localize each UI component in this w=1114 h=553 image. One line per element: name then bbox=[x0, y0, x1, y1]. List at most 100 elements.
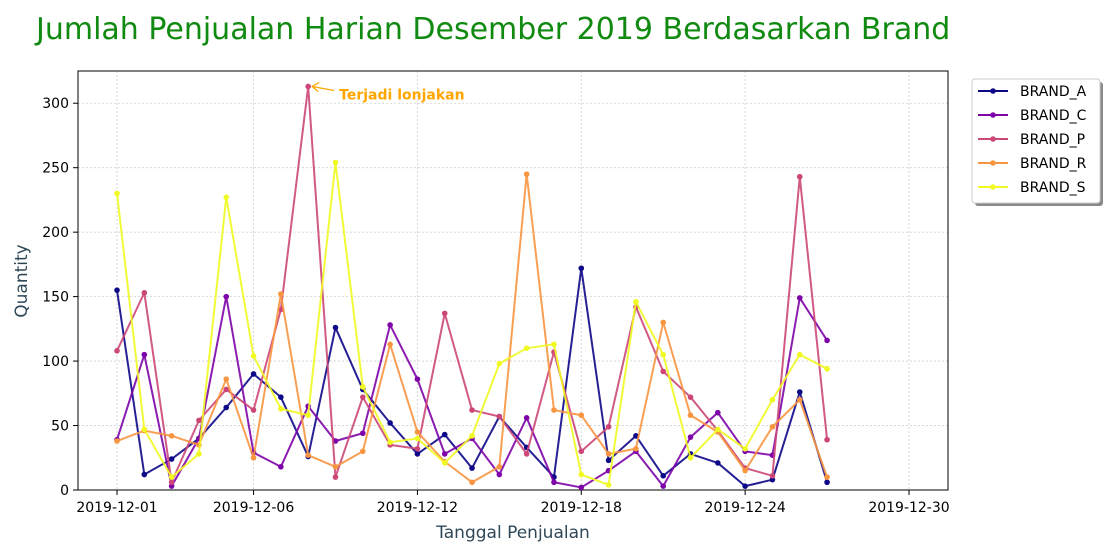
annotation-label: Terjadi lonjakan bbox=[339, 87, 464, 103]
y-tick-label: 200 bbox=[42, 225, 69, 241]
annotation-arrowhead bbox=[311, 81, 320, 92]
data-point-brand-r bbox=[223, 376, 230, 382]
data-point-brand-r bbox=[414, 429, 421, 435]
data-point-brand-a bbox=[742, 483, 748, 489]
data-point-brand-a bbox=[114, 287, 120, 293]
data-point-brand-r bbox=[469, 479, 475, 486]
data-point-brand-r bbox=[824, 474, 830, 480]
data-point-brand-c bbox=[441, 451, 448, 457]
data-point-brand-r bbox=[605, 451, 612, 457]
data-point-brand-p bbox=[359, 394, 366, 400]
data-point-brand-s bbox=[605, 482, 612, 488]
data-point-brand-c bbox=[387, 322, 393, 328]
legend-label-brand-r: BRAND_R bbox=[1020, 156, 1087, 172]
data-point-brand-s bbox=[551, 341, 557, 348]
data-point-brand-s bbox=[496, 360, 503, 367]
data-point-brand-r bbox=[796, 396, 803, 403]
data-point-brand-s bbox=[223, 194, 230, 201]
data-point-brand-c bbox=[824, 337, 830, 344]
y-tick-label: 50 bbox=[51, 419, 69, 435]
data-point-brand-s bbox=[168, 474, 175, 480]
data-point-brand-p bbox=[496, 413, 503, 420]
data-point-brand-c bbox=[359, 430, 366, 437]
annotation: Terjadi lonjakan bbox=[311, 81, 465, 103]
series-line-brand-a bbox=[116, 267, 829, 488]
data-point-brand-r bbox=[633, 445, 639, 452]
data-point-brand-s bbox=[824, 366, 830, 372]
x-axis-label: Tanggal Penjualan bbox=[435, 523, 590, 543]
legend-label-brand-s: BRAND_S bbox=[1020, 180, 1086, 196]
data-point-brand-s bbox=[114, 190, 120, 197]
data-point-brand-r bbox=[332, 463, 339, 470]
data-point-brand-p bbox=[223, 386, 230, 393]
data-point-brand-c bbox=[687, 434, 694, 440]
data-point-brand-r bbox=[496, 463, 503, 470]
data-point-brand-r bbox=[523, 171, 530, 177]
data-point-brand-s bbox=[278, 405, 284, 412]
data-point-brand-c bbox=[278, 463, 284, 470]
y-axis-label: Quantity bbox=[12, 244, 32, 317]
x-tick-label: 2019-12-24 bbox=[704, 500, 785, 516]
data-point-brand-r bbox=[114, 438, 120, 444]
series-lines bbox=[114, 83, 830, 491]
data-point-brand-r bbox=[742, 467, 748, 474]
legend-marker-brand-a bbox=[990, 88, 996, 94]
data-point-brand-c bbox=[660, 483, 667, 489]
data-point-brand-r bbox=[551, 407, 557, 413]
data-point-brand-s bbox=[359, 384, 366, 390]
data-point-brand-r bbox=[387, 341, 393, 348]
data-point-brand-p bbox=[114, 347, 120, 354]
data-point-brand-a bbox=[141, 471, 148, 478]
data-point-brand-c bbox=[796, 295, 803, 301]
data-point-brand-a bbox=[441, 431, 448, 438]
data-point-brand-r bbox=[250, 454, 257, 461]
data-point-brand-r bbox=[305, 452, 311, 458]
series-line-brand-p bbox=[116, 85, 829, 484]
data-point-brand-s bbox=[387, 439, 393, 446]
data-point-brand-a bbox=[168, 456, 175, 462]
data-point-brand-a bbox=[223, 404, 230, 411]
data-point-brand-a bbox=[715, 460, 721, 466]
data-point-brand-p bbox=[660, 368, 667, 375]
data-point-brand-p bbox=[196, 417, 202, 424]
legend-marker-brand-s bbox=[990, 184, 996, 190]
data-point-brand-c bbox=[414, 376, 421, 382]
data-point-brand-c bbox=[168, 483, 175, 489]
data-point-brand-p bbox=[578, 448, 585, 455]
data-point-brand-p bbox=[414, 445, 421, 452]
data-point-brand-p bbox=[168, 479, 175, 486]
data-point-brand-a bbox=[578, 265, 585, 272]
x-axis: 2019-12-01 2019-12-06 2019-12-12 2019-12-18… bbox=[76, 490, 950, 516]
data-point-brand-p bbox=[469, 407, 475, 413]
data-point-brand-s bbox=[578, 471, 585, 478]
data-point-brand-s bbox=[633, 298, 639, 305]
x-tick-label: 2019-12-06 bbox=[213, 500, 294, 516]
data-point-brand-p bbox=[250, 407, 257, 413]
series-brand-s bbox=[114, 159, 830, 488]
data-point-brand-a bbox=[824, 479, 830, 486]
data-point-brand-s bbox=[250, 353, 257, 359]
data-point-brand-a bbox=[250, 371, 257, 377]
y-tick-label: 0 bbox=[60, 483, 69, 499]
data-point-brand-p bbox=[332, 474, 339, 480]
data-point-brand-s bbox=[687, 454, 694, 461]
x-tick-label: 2019-12-12 bbox=[377, 500, 458, 516]
data-point-brand-a bbox=[414, 451, 421, 457]
data-point-brand-s bbox=[769, 396, 776, 403]
data-point-brand-s bbox=[414, 435, 421, 442]
data-point-brand-s bbox=[196, 451, 202, 457]
data-point-brand-s bbox=[660, 351, 667, 358]
y-axis: 0 50 100 150 200 250 300 bbox=[42, 96, 78, 499]
data-point-brand-c bbox=[332, 438, 339, 444]
legend-label-brand-p: BRAND_P bbox=[1020, 132, 1085, 148]
data-point-brand-s bbox=[305, 412, 311, 419]
data-point-brand-a bbox=[387, 420, 393, 426]
legend-marker-brand-c bbox=[990, 112, 996, 118]
x-tick-label: 2019-12-18 bbox=[541, 500, 622, 516]
legend-label-brand-c: BRAND_C bbox=[1020, 108, 1087, 124]
data-point-brand-a bbox=[769, 476, 776, 483]
data-point-brand-a bbox=[660, 473, 667, 479]
data-point-brand-s bbox=[742, 445, 748, 452]
data-point-brand-p bbox=[305, 83, 311, 90]
data-point-brand-a bbox=[332, 324, 339, 331]
